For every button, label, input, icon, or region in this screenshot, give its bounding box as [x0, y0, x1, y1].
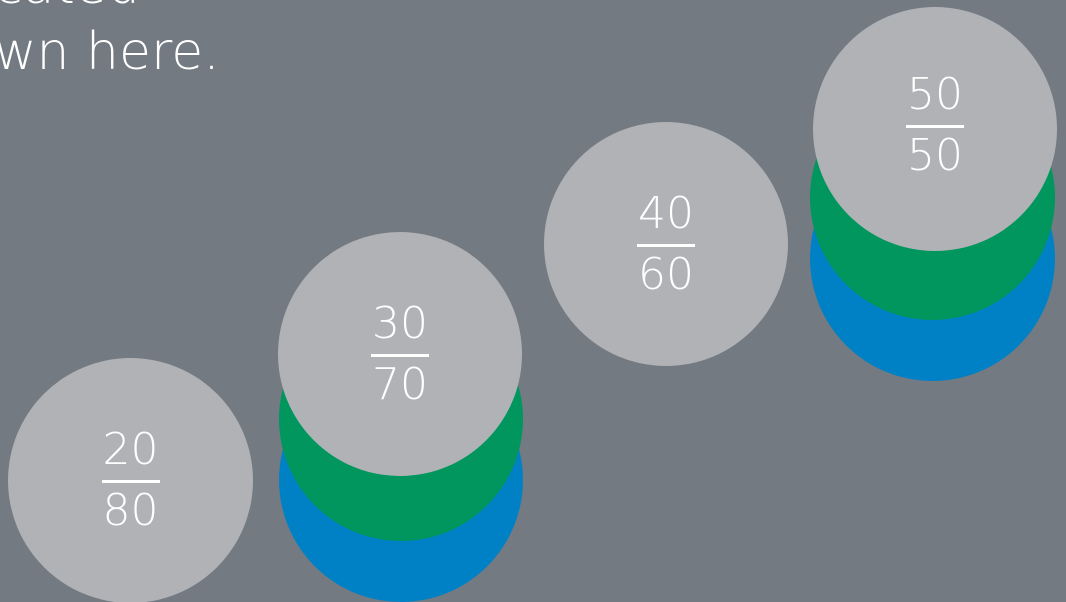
ratio-20-80-circle: 20 80: [8, 358, 253, 602]
fraction-bar: [371, 353, 429, 357]
ratio-30-70-numerator: 30: [372, 297, 428, 349]
ratio-20-80-numerator: 20: [102, 424, 159, 475]
ratio-40-60-denominator: 60: [638, 248, 694, 300]
ratio-50-50-numerator: 50: [907, 68, 963, 120]
ratio-30-70-fraction: 30 70: [371, 297, 429, 410]
ratio-50-50-denominator: 50: [907, 129, 963, 181]
ratio-40-60-fraction: 40 60: [637, 187, 695, 300]
fraction-bar: [906, 124, 964, 128]
ratio-30-70-circle: 30 70: [278, 232, 522, 476]
ratio-50-50-circle: 50 50: [813, 7, 1057, 251]
ratio-30-70-denominator: 70: [372, 358, 428, 410]
heading-line-1: cated: [0, 0, 140, 16]
fraction-bar: [637, 243, 695, 247]
fraction-bar: [101, 480, 160, 483]
ratio-20-80-fraction: 20 80: [101, 424, 160, 536]
ratio-40-60-numerator: 40: [638, 187, 694, 239]
heading-line-2: wn here.: [0, 22, 220, 82]
ratio-20-80-denominator: 80: [102, 485, 159, 536]
ratio-50-50-fraction: 50 50: [906, 68, 964, 181]
ratio-40-60-circle: 40 60: [544, 122, 788, 366]
